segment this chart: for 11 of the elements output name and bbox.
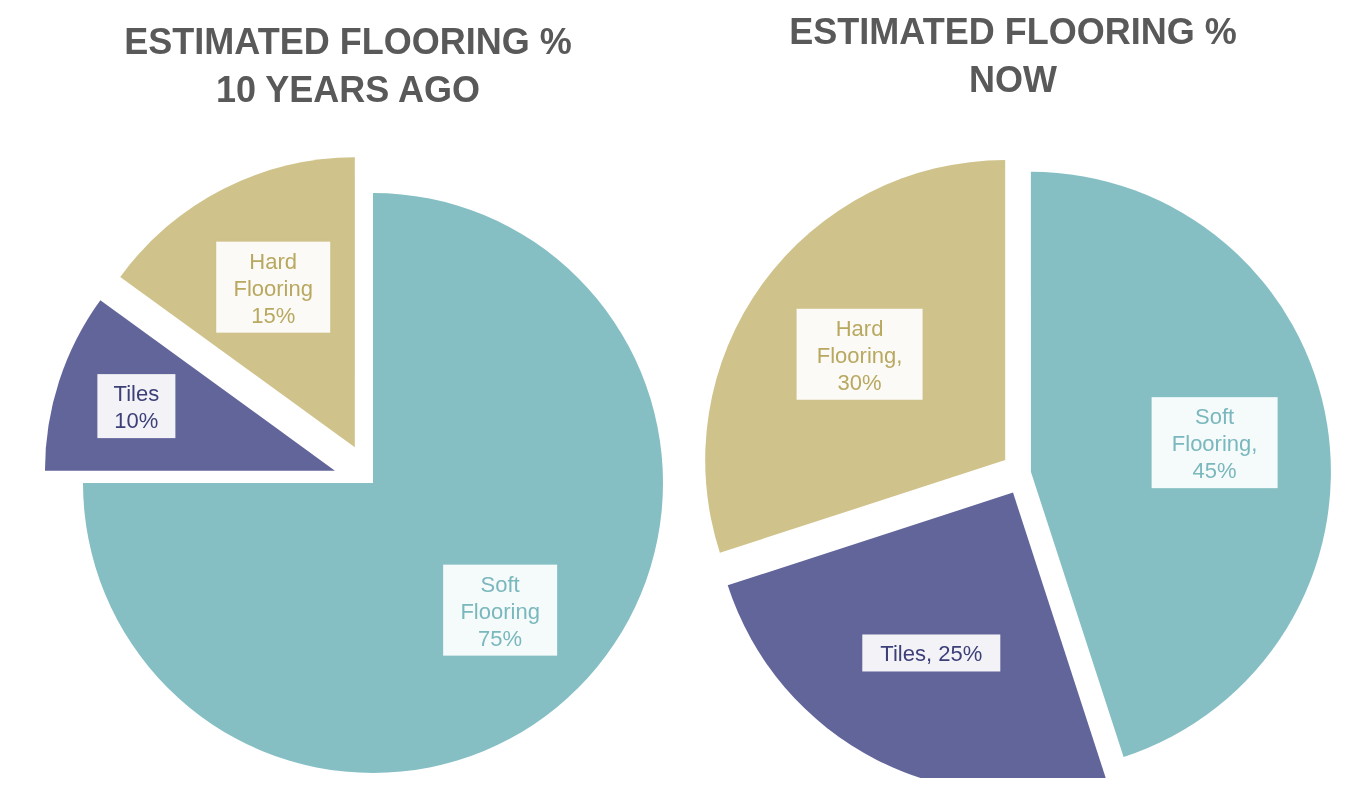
- slice-label: Soft Flooring: [460, 571, 540, 624]
- data-label: 75%: [478, 625, 523, 651]
- slice-label: Hard Flooring: [233, 248, 313, 301]
- slice-label: Tiles: [113, 381, 160, 407]
- slice-label: Hard Flooring, 30%: [816, 315, 903, 395]
- slice-label: Tiles, 25%: [880, 641, 983, 667]
- slice-label: Soft Flooring, 45%: [1171, 404, 1258, 484]
- data-label: 10%: [114, 408, 159, 434]
- data-label: 15%: [251, 302, 296, 328]
- chart-title: ESTIMATED FLOORING % NOW: [788, 10, 1238, 102]
- chart-title: ESTIMATED FLOORING % 10 YEARS AGO: [123, 20, 573, 112]
